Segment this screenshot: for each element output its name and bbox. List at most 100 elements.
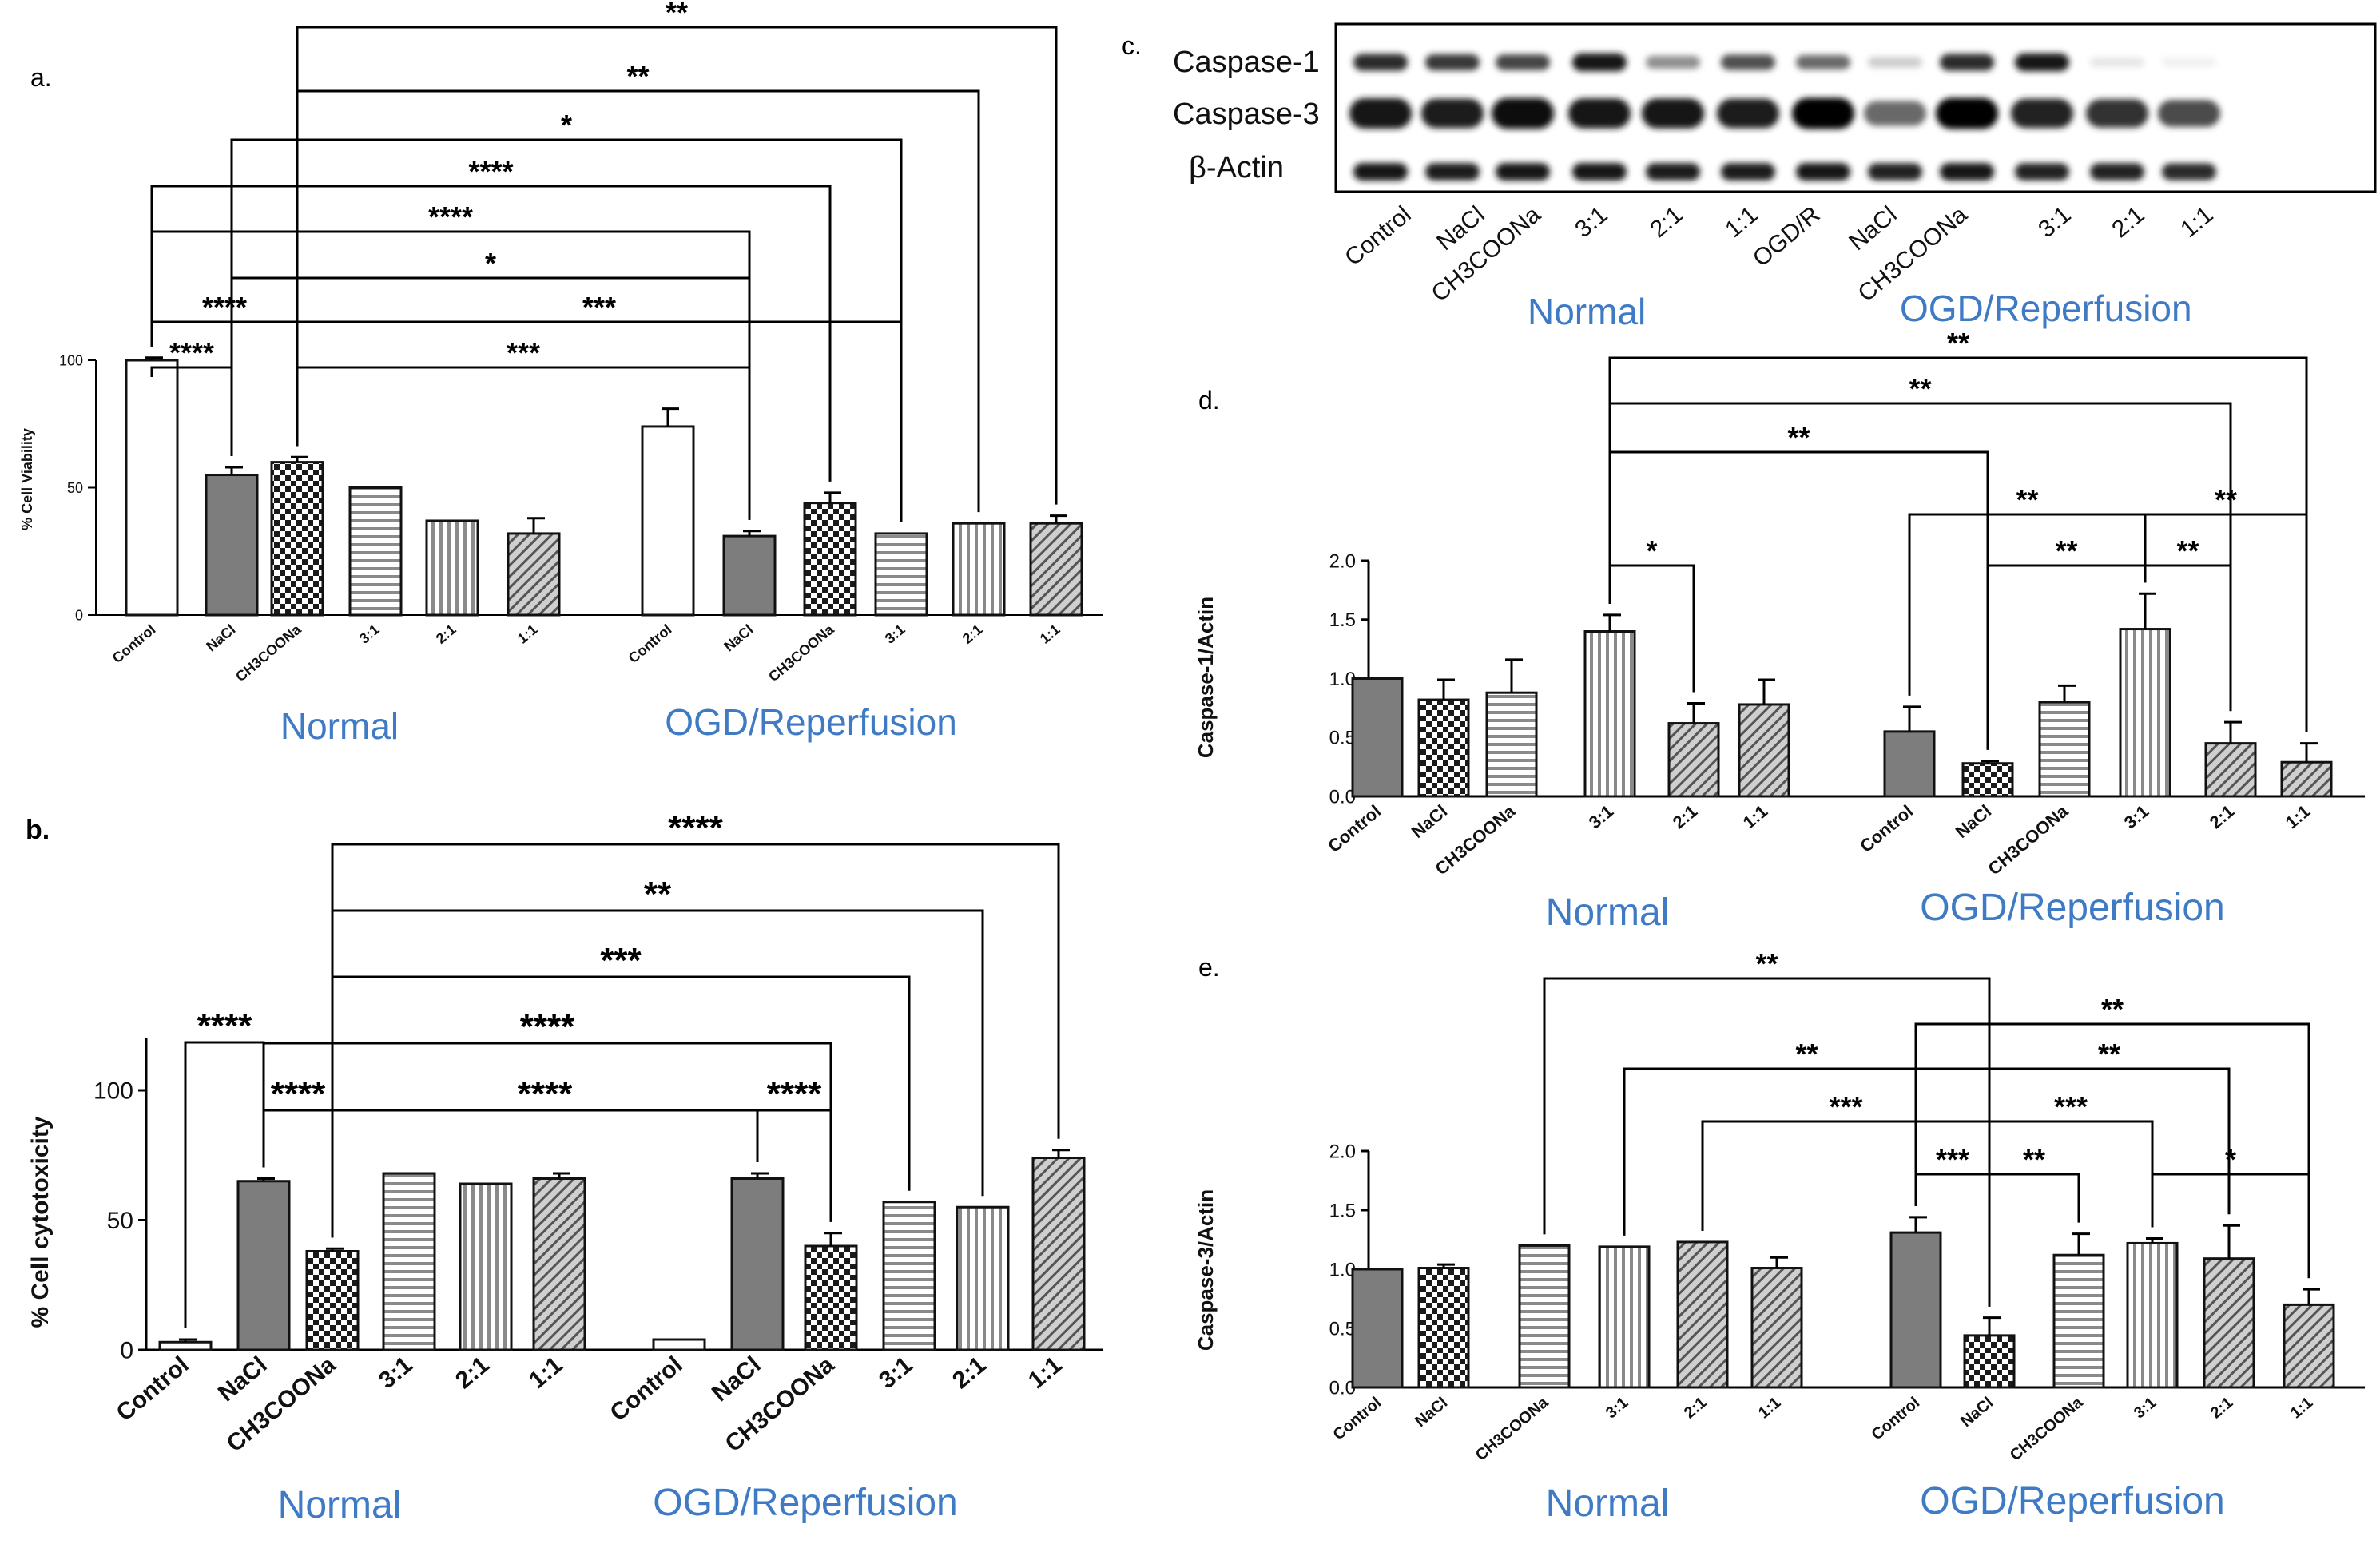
- error-bar: [527, 517, 545, 534]
- significance-label: ***: [507, 336, 540, 369]
- blot-band-actin-3-1-3: [1572, 162, 1627, 181]
- x-tick-label: CH3COONa: [2007, 1393, 2087, 1464]
- blot-band-caspase-1-2-1-10: [2090, 57, 2144, 68]
- blot-band-actin-nacl-7: [1868, 163, 1922, 181]
- bar-ogd-reperfusion-3-1: [874, 532, 928, 617]
- western-blot: Caspase-1 Caspase-3 β-Actin Control NaClC…: [1173, 22, 2377, 332]
- significance-label: **: [2098, 1038, 2120, 1070]
- significance-label: **: [1755, 947, 1778, 980]
- x-tick-label: CH3COONa: [1984, 800, 2072, 879]
- significance-label: **: [2016, 483, 2038, 516]
- significance-bracket: [1914, 1022, 2310, 1279]
- bar-ogd-reperfusion-control: [641, 425, 695, 617]
- y-tick-label: 50: [67, 480, 83, 496]
- error-bar: [2146, 1237, 2163, 1244]
- significance-label: **: [2176, 534, 2199, 567]
- bar-ogd-reperfusion-nacl: [722, 534, 777, 617]
- group-label-normal: Normal: [1546, 1482, 1670, 1525]
- bar-normal-3-1: [382, 1172, 436, 1351]
- blot-band-caspase-1-ch3coona-2: [1496, 54, 1550, 70]
- significance-label: **: [2215, 483, 2237, 516]
- x-tick-label: NaCl: [721, 621, 756, 655]
- blot-band-caspase-1-1-1-5: [1721, 54, 1775, 70]
- y-tick-label: 0.5: [1329, 728, 1356, 749]
- significance-label: ****: [767, 1074, 822, 1113]
- blot-group-ogd: OGD/Reperfusion: [1900, 288, 2192, 329]
- bar-normal-1-1: [532, 1177, 586, 1351]
- error-bar: [743, 530, 761, 537]
- blot-band-caspase-1-nacl-1: [1425, 54, 1480, 71]
- y-tick-label: 2.0: [1329, 1141, 1356, 1162]
- significance-bracket: [331, 843, 1060, 1238]
- blot-band-caspase-1-nacl-7: [1868, 57, 1922, 68]
- x-tick-label: 1:1: [515, 621, 541, 647]
- significance-label: ***: [600, 941, 642, 980]
- blot-band-caspase-1-control-0: [1353, 54, 1408, 71]
- x-tick-label: 3:1: [882, 621, 908, 647]
- significance-bracket: [1908, 513, 2147, 696]
- bar-normal-1-1: [507, 532, 561, 617]
- significance-label: **: [666, 0, 688, 29]
- x-tick-label: Control: [1856, 801, 1917, 856]
- bar-normal-control: [158, 1340, 213, 1351]
- significance-bracket: [230, 138, 903, 522]
- x-tick-label: NaCl: [1408, 801, 1451, 842]
- blot-band-caspase-1-3-1-9: [2015, 53, 2069, 72]
- bar-normal-nacl: [1417, 1267, 1470, 1389]
- significance-label: *: [561, 109, 572, 141]
- bar-ogd-reperfusion-2-1: [2204, 742, 2257, 798]
- bar-ogd-reperfusion-control: [1889, 1231, 1942, 1389]
- x-tick-label: 1:1: [1023, 1351, 1067, 1394]
- significance-label: **: [2101, 993, 2124, 1026]
- blot-band-caspase-3-1-1-5: [1717, 98, 1779, 129]
- blot-lane-label: OGD/R: [1748, 201, 1826, 272]
- x-tick-label: Control: [626, 621, 675, 666]
- significance-label: ***: [1829, 1090, 1862, 1123]
- significance-label: ***: [2054, 1090, 2088, 1123]
- bar-ogd-reperfusion-ch3coona: [2038, 701, 2091, 798]
- panel-label-b: b.: [26, 815, 50, 845]
- bar-ogd-reperfusion-nacl: [730, 1177, 785, 1351]
- x-tick-label: 3:1: [2131, 1394, 2159, 1422]
- group-label-ogd-reperfusion: OGD/Reperfusion: [1920, 1480, 2225, 1522]
- x-tick-label: CH3COONa: [1472, 1393, 1552, 1464]
- blot-band-caspase-1-ogd-r-6: [1796, 54, 1850, 70]
- x-tick-label: 3:1: [356, 621, 383, 647]
- blot-band-caspase-3-3-1-9: [2011, 98, 2073, 129]
- significance-label: *: [1646, 534, 1657, 567]
- x-tick-label: NaCl: [1952, 801, 1995, 842]
- bar-ogd-reperfusion-control: [652, 1338, 706, 1351]
- group-label-normal: Normal: [280, 705, 399, 747]
- error-bar: [326, 1247, 344, 1252]
- blot-band-caspase-3-ch3coona-8: [1936, 97, 1998, 129]
- bar-normal-ch3coona: [1518, 1244, 1571, 1389]
- bar-normal-control: [125, 359, 179, 617]
- x-tick-label: 2:1: [451, 1351, 494, 1394]
- blot-band-actin-1-1-5: [1721, 163, 1775, 181]
- blot-frame: [1334, 22, 2377, 193]
- error-bar: [1770, 1256, 1788, 1268]
- significance-bracket: [1988, 1067, 2231, 1307]
- error-bar: [1758, 678, 1775, 705]
- y-tick-label: 100: [59, 352, 83, 368]
- significance-bracket: [2144, 564, 2232, 712]
- significance-bracket: [2144, 513, 2308, 732]
- bar-normal-control: [1351, 1268, 1404, 1389]
- x-tick-label: 3:1: [2120, 801, 2152, 833]
- y-tick-label: 1.0: [1329, 669, 1356, 690]
- significance-label: **: [1909, 372, 1931, 405]
- y-tick-label: 0.5: [1329, 1318, 1356, 1340]
- x-tick-label: 2:1: [960, 621, 986, 647]
- x-tick-label: NaCl: [203, 621, 238, 655]
- blot-lane-label: NaCl: [1844, 201, 1901, 256]
- x-tick-label: Control: [1330, 1394, 1385, 1444]
- significance-label: *: [485, 247, 496, 280]
- blot-band-actin-3-1-9: [2015, 163, 2069, 181]
- y-axis-label: Caspase-1/Actin: [1194, 597, 1218, 758]
- blot-lane-label: Control: [1340, 201, 1416, 271]
- bar-normal-1-1: [1738, 703, 1790, 798]
